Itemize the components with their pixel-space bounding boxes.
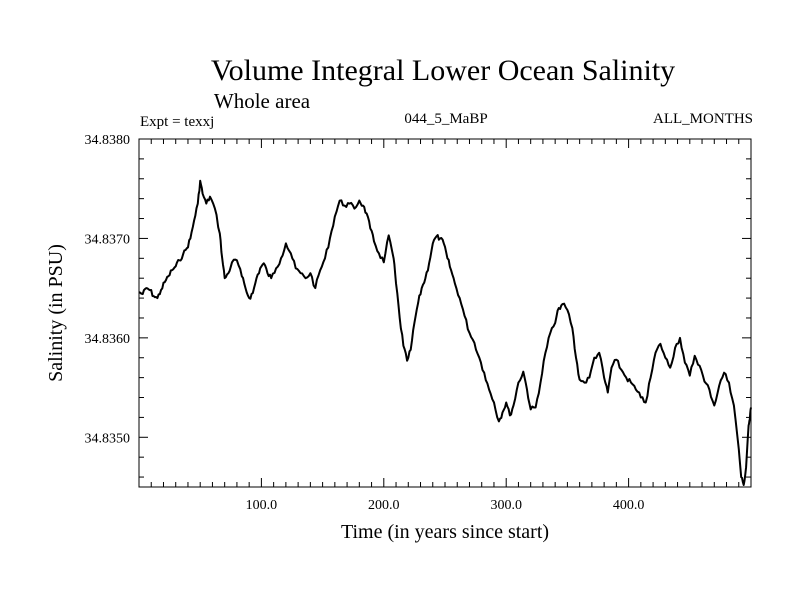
header-left-label: Expt = texxj — [140, 114, 214, 130]
x-axis-ticks: 100.0 200.0 300.0 400.0 — [246, 139, 645, 513]
y-tick-label: 34.8380 — [85, 133, 131, 148]
chart-title: Volume Integral Lower Ocean Salinity — [211, 54, 675, 87]
header-right-label: ALL_MONTHS — [653, 111, 753, 127]
salinity-series-line — [138, 179, 752, 486]
x-tick-label: 400.0 — [613, 498, 645, 513]
header-center-label: 044_5_MaBP — [404, 111, 487, 127]
x-axis-label: Time (in years since start) — [341, 521, 549, 543]
x-tick-label: 300.0 — [490, 498, 522, 513]
y-tick-label: 34.8350 — [85, 431, 131, 446]
y-axis-label: Salinity (in PSU) — [45, 244, 67, 382]
y-tick-label: 34.8370 — [85, 232, 131, 247]
x-tick-label: 100.0 — [246, 498, 278, 513]
chart-subtitle: Whole area — [214, 89, 311, 113]
x-tick-label: 200.0 — [368, 498, 400, 513]
minor-ticks — [139, 139, 751, 487]
plot-frame — [138, 138, 752, 488]
y-axis-ticks: 34.8350 34.8360 34.8370 34.8380 — [85, 133, 751, 446]
y-tick-label: 34.8360 — [85, 332, 131, 347]
